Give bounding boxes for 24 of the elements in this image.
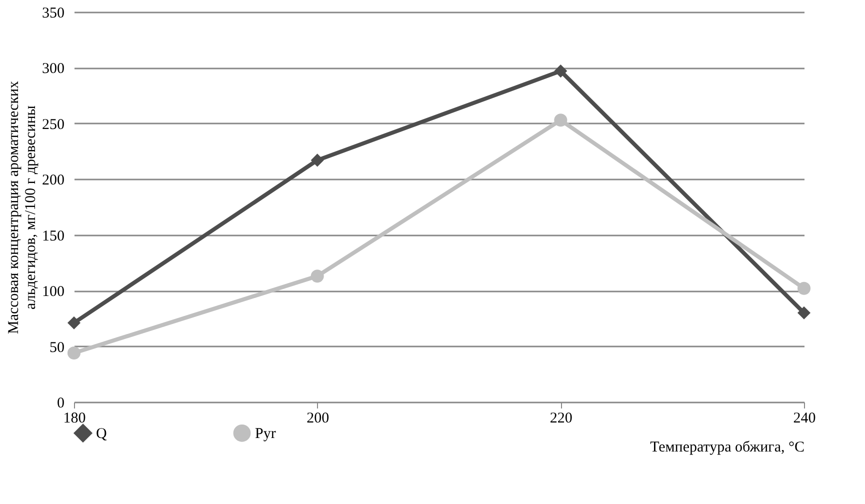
x-axis-title: Температура обжига, °C bbox=[650, 440, 804, 456]
y-tick-label: 50 bbox=[50, 340, 64, 356]
point bbox=[67, 346, 81, 360]
x-tick-label: 180 bbox=[63, 410, 86, 426]
y-tick-label: 150 bbox=[42, 228, 64, 244]
y-tick-label: 0 bbox=[57, 396, 64, 412]
y-tick-label: 100 bbox=[42, 284, 64, 300]
y-tick-label: 300 bbox=[42, 61, 64, 78]
y-tick-label: 350 bbox=[42, 6, 64, 22]
y-tick-label: 250 bbox=[42, 116, 64, 133]
y-axis-title: Массовая концентрация ароматических альдегидов, мг/100 г древесины bbox=[6, 80, 39, 334]
point bbox=[797, 306, 811, 320]
point bbox=[554, 114, 568, 127]
point bbox=[797, 282, 811, 295]
point bbox=[310, 154, 324, 167]
legend-label: Q bbox=[96, 426, 107, 442]
x-tick-label: 240 bbox=[793, 410, 816, 426]
x-tick-label: 220 bbox=[550, 410, 572, 426]
point bbox=[554, 64, 568, 78]
point bbox=[67, 316, 81, 330]
point bbox=[310, 270, 324, 283]
x-tick-label: 200 bbox=[306, 410, 330, 426]
legend-label: Pyr bbox=[255, 426, 276, 442]
y-tick-label: 200 bbox=[42, 172, 64, 189]
